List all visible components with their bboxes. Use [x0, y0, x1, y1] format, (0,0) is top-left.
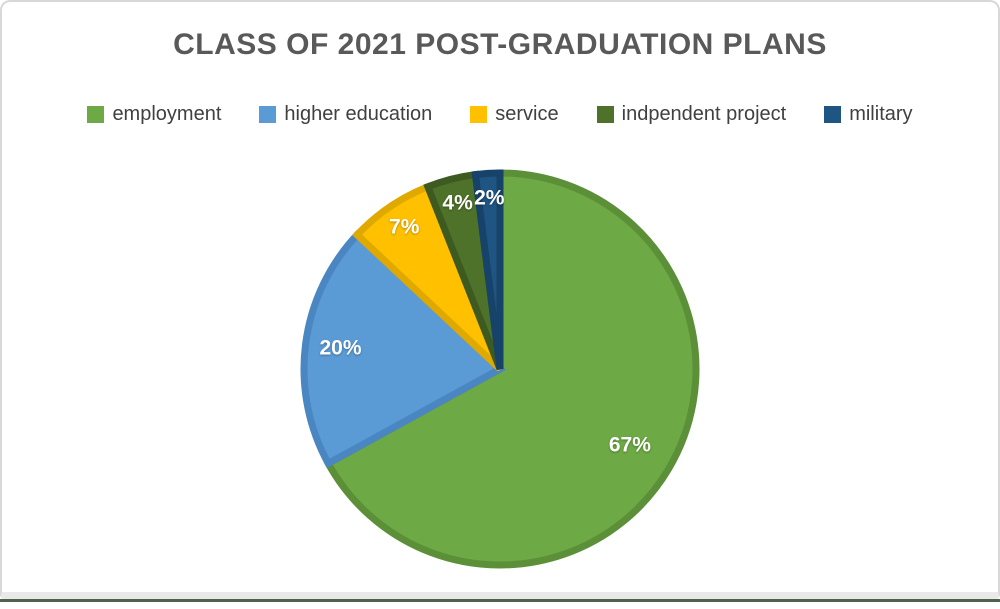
legend-item-employment: employment	[87, 104, 221, 124]
bottom-edge-divider	[0, 599, 1000, 602]
chart-legend: employment higher education service indpend…	[2, 100, 998, 128]
pie-slice-employment	[323, 169, 700, 569]
legend-swatch-employment	[87, 105, 105, 123]
legend-label-employment: employment	[112, 103, 222, 125]
legend-item-military: military	[824, 103, 913, 125]
pie-data-label-employment: 67%	[609, 433, 651, 456]
chart-title: CLASS OF 2021 POST-GRADUATION PLANS	[173, 28, 827, 61]
legend-item-higher-education: higher education	[259, 104, 432, 124]
legend-swatch-military	[824, 105, 842, 123]
legend-label-higher-education: higher education	[284, 103, 433, 125]
legend-swatch-service	[470, 105, 488, 123]
pie-slice-military	[471, 169, 504, 370]
legend-label-indpendent-project: indpendent project	[621, 103, 787, 125]
pie-data-label-military: 2%	[474, 186, 505, 209]
legend-label-service: service	[495, 103, 559, 125]
pie-data-label-indpendent-project: 4%	[442, 191, 473, 214]
pie-slice-higher-education	[300, 229, 506, 469]
pie-data-label-higher-education: 20%	[319, 336, 361, 359]
legend-swatch-indpendent-project	[596, 105, 614, 123]
legend-label-military: military	[849, 103, 913, 125]
legend-item-indpendent-project: indpendent project	[596, 103, 787, 125]
pie-data-label-service: 7%	[389, 216, 420, 239]
legend-swatch-higher-education	[259, 105, 277, 123]
legend-item-service: service	[470, 103, 559, 125]
